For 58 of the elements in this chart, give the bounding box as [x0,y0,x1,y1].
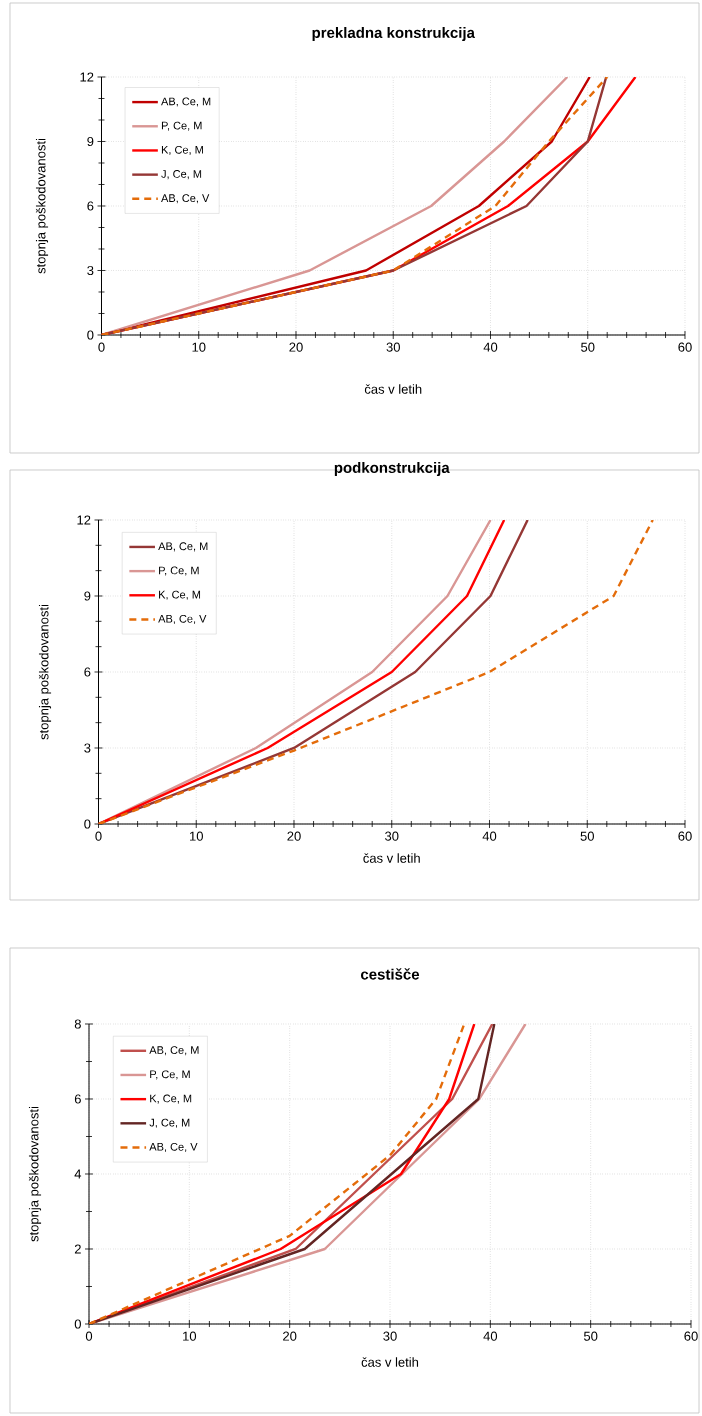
x-tick-label: 0 [98,342,105,352]
legend-label: P, Ce, M [161,121,202,131]
y-tick-label: 0 [74,1319,81,1329]
x-tick-label: 50 [580,831,594,841]
y-tick-label: 12 [80,72,94,82]
legend-label: J, Ce, M [149,1118,190,1128]
y-tick-label: 2 [74,1244,81,1254]
x-tick-label: 20 [289,342,303,352]
y-tick-label: 0 [84,819,91,829]
chart-title: cestišče [360,968,420,980]
x-axis-title: čas v letih [364,384,422,394]
y-tick-label: 6 [84,667,91,677]
y-axis-title: stopnja poškodovanosti [38,604,52,740]
legend-label: AB, Ce, V [149,1142,198,1153]
legend-label: AB, Ce, V [161,194,210,204]
y-tick-label: 9 [84,591,91,601]
x-tick-label: 50 [581,342,595,352]
y-tick-label: 3 [84,743,91,753]
x-tick-label: 0 [95,831,102,841]
x-axis-title: čas v letih [363,853,420,863]
x-axis-title: čas v letih [361,1357,419,1367]
x-tick-label: 40 [482,831,497,841]
legend-label: K, Ce, M [150,1094,192,1104]
x-tick-label: 20 [283,1331,297,1341]
y-tick-label: 0 [87,330,94,340]
x-tick-label: 60 [678,342,692,352]
legend-label: AB, Ce, V [158,614,207,624]
legend-label: AB, Ce, M [149,1046,199,1056]
y-axis-title: stopnja poškodovanosti [35,138,49,274]
legend-label: P, Ce, M [150,1070,190,1080]
x-tick-label: 60 [684,1331,698,1341]
x-tick-label: 20 [287,831,301,841]
legend-label: AB, Ce, M [158,542,208,552]
x-tick-label: 40 [483,1331,498,1341]
chart-title: podkonstrukcija [334,462,450,476]
y-tick-label: 3 [87,265,94,276]
x-tick-label: 10 [190,831,203,841]
x-tick-label: 10 [183,1331,197,1341]
x-tick-label: 30 [386,342,400,352]
y-axis-title: stopnja poškodovanosti [28,1106,42,1242]
y-tick-label: 6 [87,201,94,211]
y-tick-label: 6 [74,1094,81,1104]
legend-label: AB, Ce, M [161,97,211,107]
x-tick-label: 30 [385,831,399,841]
x-tick-label: 30 [383,1331,397,1341]
y-tick-label: 9 [87,136,94,147]
x-tick-label: 50 [583,1331,598,1341]
chart-title: prekladna konstrukcija [312,27,476,41]
legend-label: J, Ce, M [161,170,202,180]
y-tick-label: 12 [77,515,91,525]
y-tick-label: 8 [74,1019,81,1029]
legend-label: K, Ce, M [161,145,203,155]
x-tick-label: 10 [192,342,206,352]
legend-label: K, Ce, M [159,590,201,600]
y-tick-label: 4 [74,1169,82,1179]
x-tick-label: 60 [678,831,692,841]
x-tick-label: 40 [483,342,498,352]
legend-label: P, Ce, M [159,566,199,576]
